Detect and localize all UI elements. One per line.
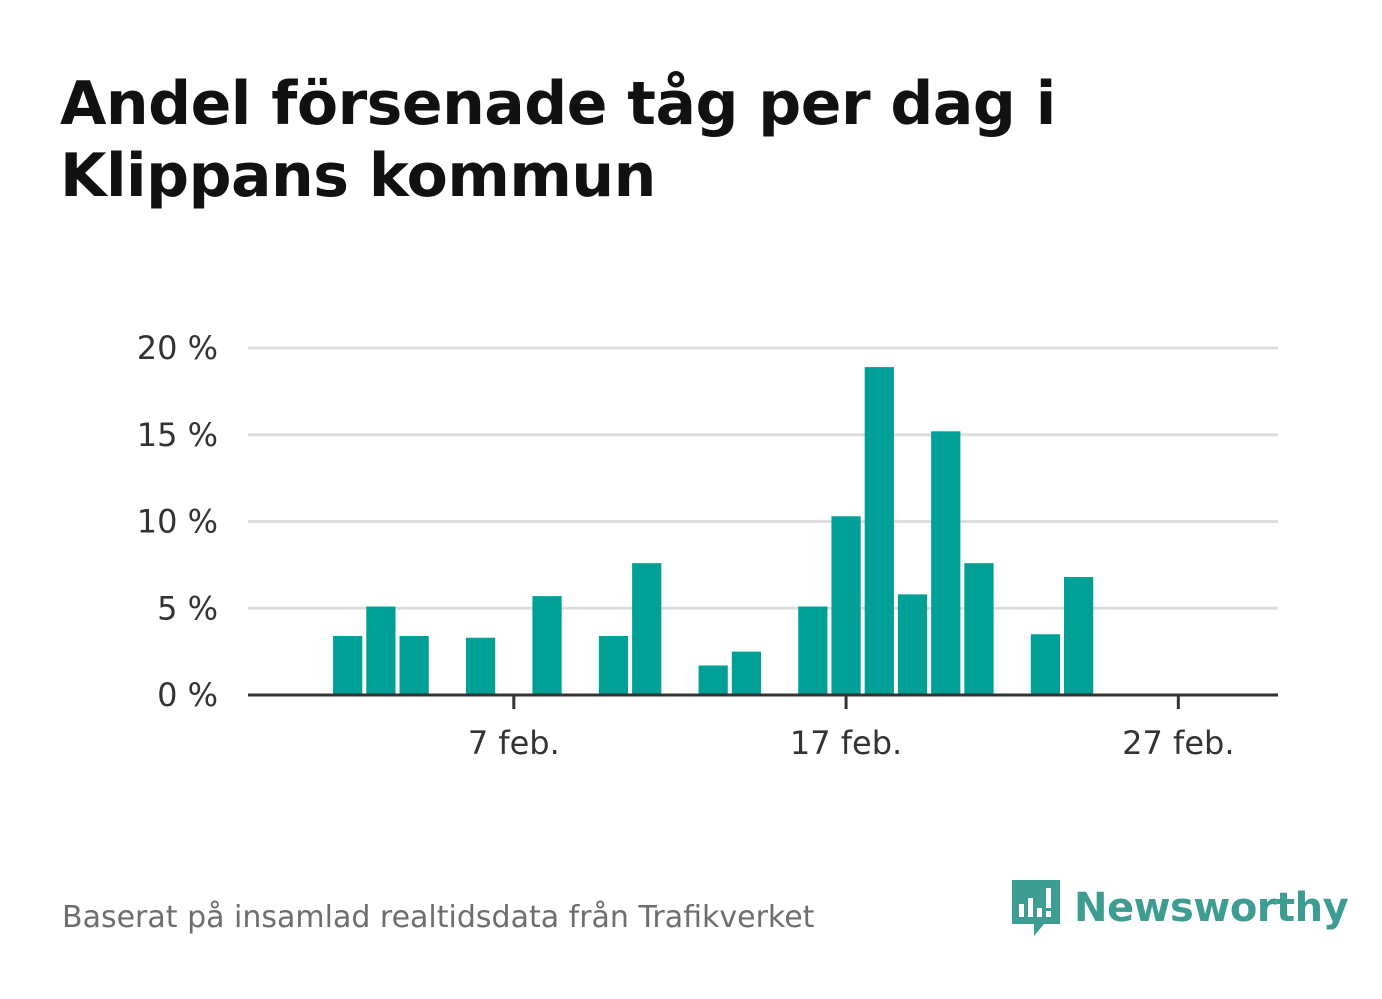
newsworthy-logo-icon xyxy=(1012,880,1060,936)
bar xyxy=(1030,634,1061,695)
y-tick-label: 20 % xyxy=(137,329,218,367)
bar xyxy=(964,563,994,695)
source-note: Baserat på insamlad realtidsdata från Tr… xyxy=(62,900,815,935)
bar xyxy=(632,563,662,695)
x-tick-label: 17 feb. xyxy=(790,724,902,762)
y-tick-label: 15 % xyxy=(137,416,218,454)
bar xyxy=(465,637,496,695)
chart-title: Andel försenade tåg per dag i Klippans k… xyxy=(60,69,1056,211)
bar xyxy=(333,636,363,695)
bar xyxy=(931,431,961,695)
y-tick-label: 10 % xyxy=(137,503,218,541)
bar xyxy=(598,636,629,695)
bar xyxy=(1064,577,1094,695)
newsworthy-logo: Newsworthy xyxy=(1010,878,1349,938)
grid-lines xyxy=(248,346,1278,610)
bars xyxy=(333,367,1094,695)
y-tick-label: 0 % xyxy=(157,676,218,714)
bar xyxy=(366,606,396,695)
bar xyxy=(897,594,928,695)
bar xyxy=(399,636,429,695)
x-tick-label: 7 feb. xyxy=(468,724,560,762)
bar xyxy=(731,651,762,695)
bar xyxy=(532,596,562,695)
axes: 0 % 5 % 10 % 15 % 20 % 7 feb. 17 feb. 27 feb. xyxy=(137,329,1278,762)
bar xyxy=(831,516,861,695)
x-tick-label: 27 feb. xyxy=(1122,724,1234,762)
brand-name: Newsworthy xyxy=(1074,885,1349,931)
y-tick-label: 5 % xyxy=(157,589,218,627)
bar xyxy=(864,367,894,695)
bar xyxy=(698,665,728,695)
bar xyxy=(798,606,828,695)
